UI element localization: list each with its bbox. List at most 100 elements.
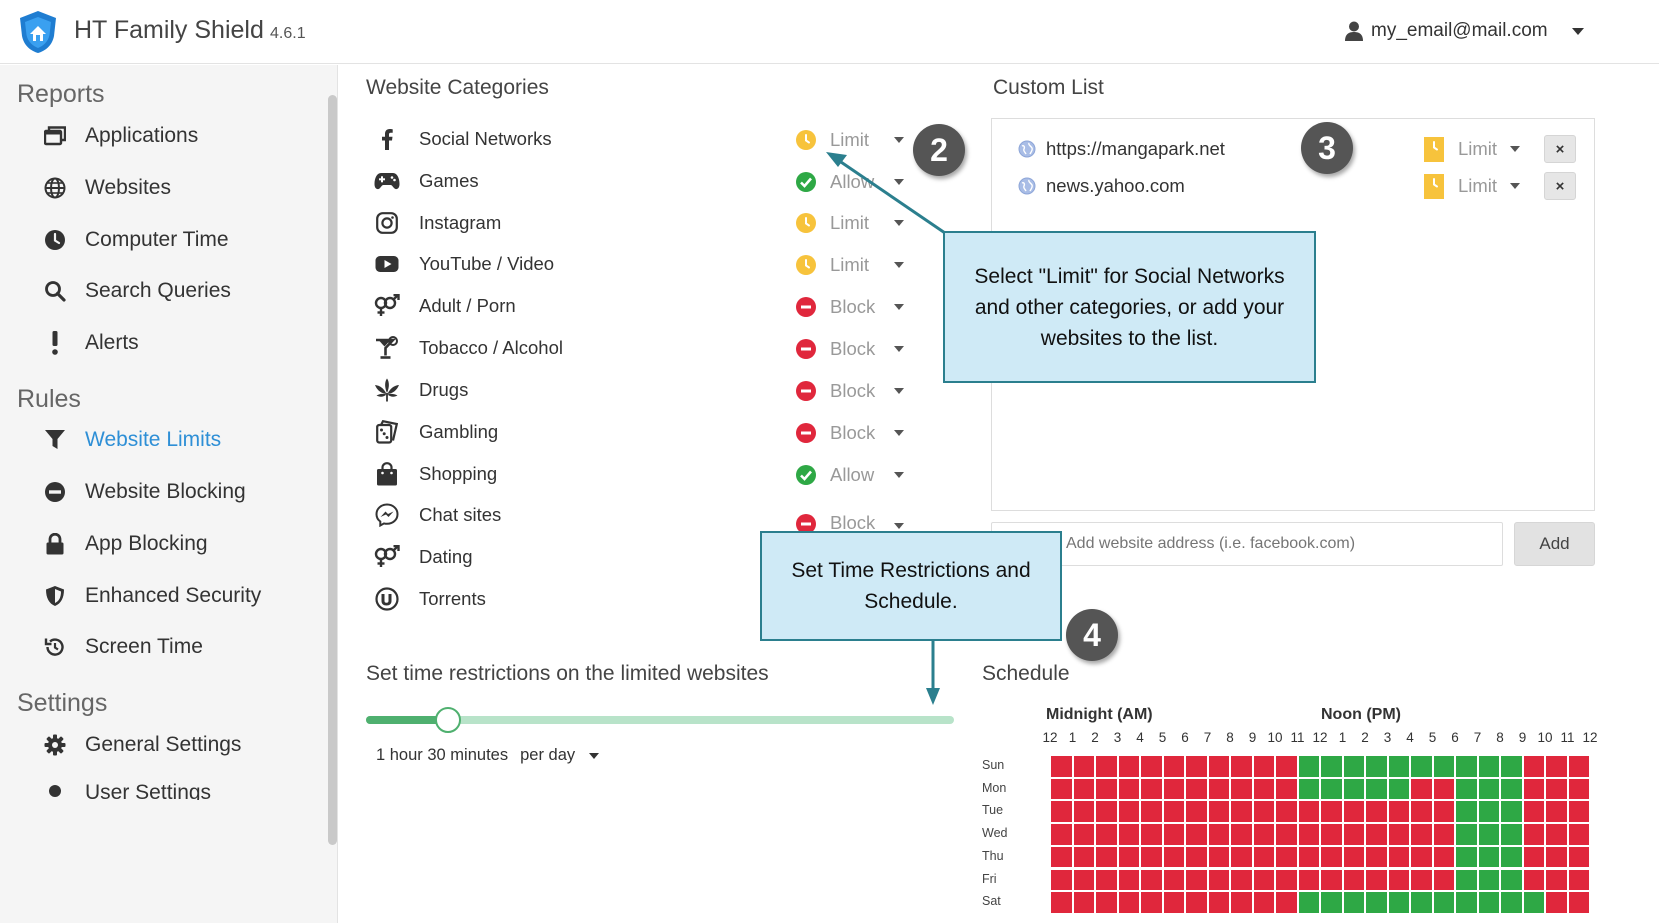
schedule-cell[interactable] (1455, 891, 1478, 914)
sidebar-item-screen-time[interactable]: Screen Time (40, 630, 203, 664)
sidebar-scrollbar[interactable] (328, 95, 337, 845)
schedule-cell[interactable] (1207, 777, 1230, 801)
schedule-cell[interactable] (1500, 891, 1523, 914)
schedule-cell[interactable] (1050, 755, 1073, 778)
schedule-cell[interactable] (1432, 800, 1455, 824)
schedule-cell[interactable] (1365, 755, 1388, 778)
schedule-cell[interactable] (1207, 891, 1230, 914)
sidebar-item-website-blocking[interactable]: Website Blocking (40, 475, 246, 509)
sidebar-item-enhanced-security[interactable]: Enhanced Security (40, 579, 261, 613)
schedule-cell[interactable] (1050, 800, 1073, 824)
schedule-cell[interactable] (1320, 845, 1343, 869)
schedule-cell[interactable] (1230, 823, 1253, 846)
category-status-dropdown[interactable]: Block (796, 418, 904, 448)
schedule-cell[interactable] (1297, 891, 1320, 914)
schedule-cell[interactable] (1477, 891, 1500, 914)
schedule-cell[interactable] (1095, 868, 1118, 892)
schedule-cell[interactable] (1140, 755, 1163, 778)
schedule-cell[interactable] (1410, 891, 1433, 914)
schedule-cell[interactable] (1297, 845, 1320, 869)
category-status-dropdown[interactable]: Limit (796, 208, 904, 238)
schedule-cell[interactable] (1185, 777, 1208, 801)
schedule-cell[interactable] (1162, 755, 1185, 778)
schedule-cell[interactable] (1567, 845, 1590, 869)
schedule-cell[interactable] (1455, 777, 1478, 801)
schedule-cell[interactable] (1207, 868, 1230, 892)
schedule-cell[interactable] (1410, 868, 1433, 892)
schedule-cell[interactable] (1117, 868, 1140, 892)
schedule-cell[interactable] (1432, 845, 1455, 869)
add-website-input[interactable] (991, 522, 1503, 566)
remove-site-button[interactable]: × (1544, 172, 1576, 200)
time-slider-track[interactable] (366, 716, 954, 724)
schedule-cell[interactable] (1050, 845, 1073, 869)
schedule-cell[interactable] (1095, 845, 1118, 869)
schedule-cell[interactable] (1432, 777, 1455, 801)
schedule-cell[interactable] (1072, 823, 1095, 846)
schedule-cell[interactable] (1297, 777, 1320, 801)
schedule-cell[interactable] (1140, 868, 1163, 892)
schedule-cell[interactable] (1477, 777, 1500, 801)
schedule-cell[interactable] (1500, 868, 1523, 892)
schedule-cell[interactable] (1387, 800, 1410, 824)
schedule-cell[interactable] (1230, 755, 1253, 778)
schedule-cell[interactable] (1365, 868, 1388, 892)
schedule-cell[interactable] (1050, 891, 1073, 914)
schedule-cell[interactable] (1252, 777, 1275, 801)
schedule-cell[interactable] (1140, 800, 1163, 824)
schedule-cell[interactable] (1275, 823, 1298, 846)
schedule-cell[interactable] (1230, 845, 1253, 869)
schedule-cell[interactable] (1567, 777, 1590, 801)
schedule-cell[interactable] (1522, 755, 1545, 778)
schedule-cell[interactable] (1567, 823, 1590, 846)
time-limit-selector[interactable]: 1 hour 30 minutes per day (376, 746, 600, 765)
schedule-cell[interactable] (1320, 891, 1343, 914)
schedule-cell[interactable] (1387, 777, 1410, 801)
custom-site-url[interactable]: news.yahoo.com (1046, 175, 1185, 196)
schedule-cell[interactable] (1162, 868, 1185, 892)
schedule-cell[interactable] (1185, 755, 1208, 778)
schedule-cell[interactable] (1500, 800, 1523, 824)
schedule-cell[interactable] (1365, 800, 1388, 824)
schedule-cell[interactable] (1410, 777, 1433, 801)
schedule-cell[interactable] (1140, 823, 1163, 846)
schedule-cell[interactable] (1117, 891, 1140, 914)
schedule-cell[interactable] (1500, 777, 1523, 801)
schedule-cell[interactable] (1072, 777, 1095, 801)
schedule-cell[interactable] (1297, 800, 1320, 824)
schedule-cell[interactable] (1207, 845, 1230, 869)
sidebar-item-websites[interactable]: Websites (40, 171, 171, 205)
category-status-dropdown[interactable]: Limit (796, 125, 904, 155)
schedule-cell[interactable] (1545, 868, 1568, 892)
schedule-cell[interactable] (1455, 800, 1478, 824)
schedule-cell[interactable] (1162, 823, 1185, 846)
custom-site-url[interactable]: https://mangapark.net (1046, 138, 1225, 159)
schedule-cell[interactable] (1522, 777, 1545, 801)
schedule-cell[interactable] (1567, 868, 1590, 892)
sidebar-item-app-blocking[interactable]: App Blocking (40, 527, 208, 561)
schedule-cell[interactable] (1432, 891, 1455, 914)
schedule-cell[interactable] (1050, 777, 1073, 801)
schedule-cell[interactable] (1072, 755, 1095, 778)
schedule-cell[interactable] (1342, 755, 1365, 778)
schedule-cell[interactable] (1252, 868, 1275, 892)
schedule-cell[interactable] (1567, 755, 1590, 778)
schedule-cell[interactable] (1095, 823, 1118, 846)
schedule-cell[interactable] (1117, 800, 1140, 824)
schedule-cell[interactable] (1545, 891, 1568, 914)
schedule-cell[interactable] (1252, 755, 1275, 778)
schedule-cell[interactable] (1320, 755, 1343, 778)
schedule-cell[interactable] (1455, 845, 1478, 869)
schedule-cell[interactable] (1500, 755, 1523, 778)
schedule-cell[interactable] (1230, 868, 1253, 892)
schedule-cell[interactable] (1275, 777, 1298, 801)
schedule-cell[interactable] (1387, 845, 1410, 869)
schedule-cell[interactable] (1072, 868, 1095, 892)
schedule-cell[interactable] (1185, 868, 1208, 892)
schedule-cell[interactable] (1252, 845, 1275, 869)
schedule-cell[interactable] (1567, 800, 1590, 824)
schedule-cell[interactable] (1365, 777, 1388, 801)
schedule-cell[interactable] (1522, 845, 1545, 869)
custom-site-status-dropdown[interactable]: Limit (1424, 135, 1520, 163)
category-status-dropdown[interactable]: Block (796, 292, 904, 322)
